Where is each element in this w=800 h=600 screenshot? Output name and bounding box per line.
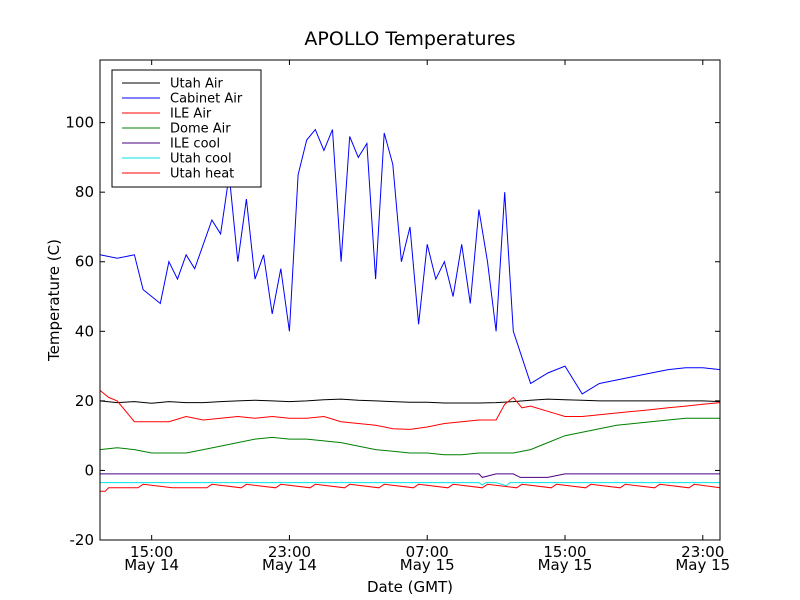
legend-entry-label: Dome Air — [170, 122, 231, 137]
legend-entry-label: Utah heat — [170, 167, 234, 182]
x-tick-date-label: May 14 — [262, 556, 317, 574]
legend-entry-label: ILE cool — [170, 137, 220, 152]
x-tick-date-label: May 15 — [400, 556, 455, 574]
legend-entry-label: ILE Air — [170, 107, 212, 122]
x-tick-time-label: 15:00 — [130, 543, 173, 561]
legend-entry-label: Utah Air — [170, 77, 223, 92]
legend-entry-label: Utah cool — [170, 152, 232, 167]
y-tick-label: -20 — [70, 531, 95, 549]
series-line-dome-air — [99, 417, 720, 456]
legend-entry-label: Cabinet Air — [170, 92, 243, 107]
y-tick-label: 0 — [84, 461, 94, 479]
x-tick-date-label: May 14 — [124, 556, 179, 574]
series-layer — [99, 128, 721, 492]
x-tick-time-label: 23:00 — [681, 543, 724, 561]
series-line-ile-air — [99, 390, 721, 430]
series-line-utah-cool — [100, 482, 720, 487]
x-tick-date-label: May 15 — [538, 556, 593, 574]
series-line-utah-heat — [100, 483, 721, 492]
x-axis-label: Date (GMT) — [367, 578, 453, 596]
y-tick-label: 40 — [75, 322, 94, 340]
plot-frame — [99, 59, 721, 541]
x-tick-time-label: 07:00 — [406, 543, 449, 561]
x-tick-date-label: May 15 — [675, 556, 730, 574]
x-tick-time-label: 15:00 — [543, 543, 586, 561]
series-line-cabinet-air — [99, 128, 721, 395]
x-tick-time-label: 23:00 — [268, 543, 311, 561]
y-axis-label: Temperature (C) — [45, 239, 63, 362]
series-line-utah-air — [99, 398, 721, 404]
chart-title: APOLLO Temperatures — [304, 28, 515, 50]
y-tick-label: 60 — [75, 253, 94, 271]
series-line-ile-cool — [100, 473, 720, 478]
y-tick-label: 20 — [75, 392, 94, 410]
y-tick-label: 80 — [75, 183, 94, 201]
y-tick-label: 100 — [65, 114, 94, 132]
